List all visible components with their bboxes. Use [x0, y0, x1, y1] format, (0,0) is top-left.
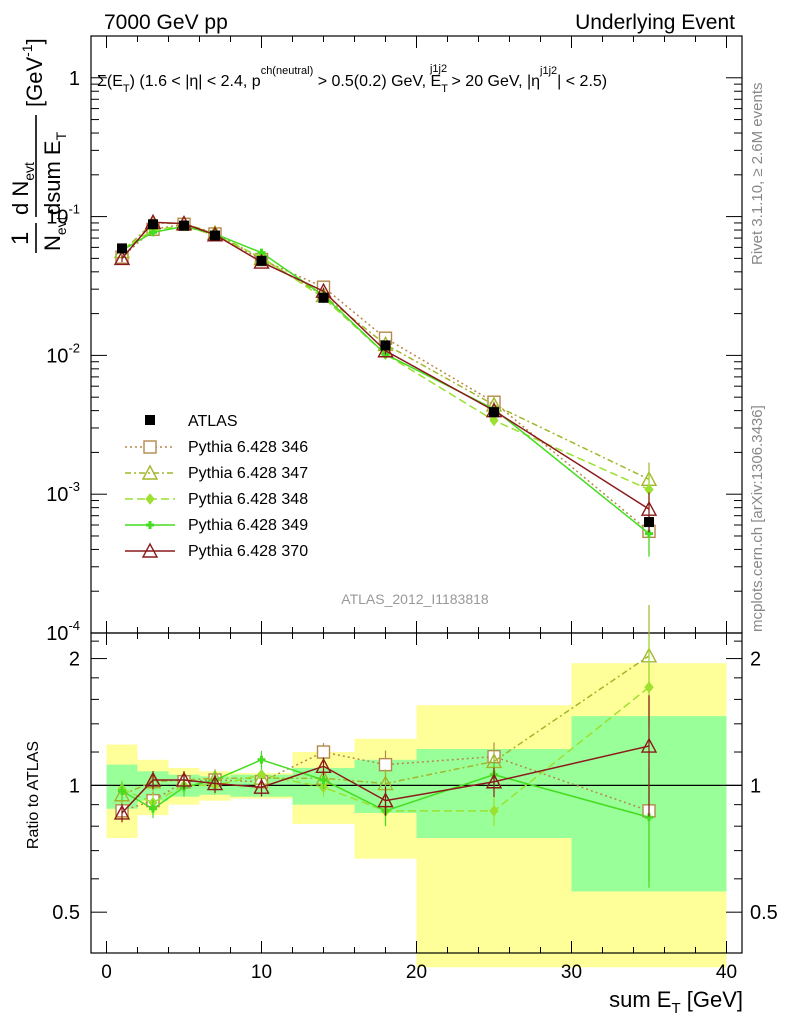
legend-marker [143, 440, 157, 454]
ratio-y-tick-label: 0.5 [52, 902, 80, 924]
ratio-point [378, 757, 393, 772]
rivet-label: Rivet 3.1.10, ≥ 2.6M events [749, 83, 766, 266]
ratio-point [206, 775, 224, 791]
x-tick-label: 30 [561, 962, 582, 983]
series-point [489, 414, 499, 427]
ratio-point [640, 737, 658, 753]
ratio-point [644, 681, 654, 694]
ratio-point [113, 804, 131, 820]
series-point [640, 500, 658, 516]
main-title: Σ(ET) (1.6 < |η| < 2.4, pch(neutral) > 0… [97, 63, 607, 95]
data-point [148, 219, 158, 230]
legend-label: Pythia 6.428 346 [188, 439, 308, 456]
svg-text:d Nevt: d Nevt [8, 162, 37, 215]
legend: ATLAS Pythia 6.428 346 Pythia 6.428 347 Pyt… [125, 413, 308, 560]
y-tick-label: 10-3 [46, 479, 80, 506]
ratio-y-tick-label: 1 [69, 775, 80, 797]
legend-label: Pythia 6.428 349 [188, 517, 308, 534]
y-tick-label: 10-2 [46, 340, 80, 367]
x-axis-label: sum ET [GeV] [609, 987, 743, 1017]
series-point [113, 249, 131, 266]
ratio-y-tick-label-right: 2 [750, 649, 761, 671]
data-point [179, 220, 189, 231]
data-point [117, 243, 127, 254]
main-y-axis-label: 1 Nevt d Nevt dsum ET [GeV-1] [7, 38, 69, 253]
data-point [256, 255, 267, 266]
legend-marker [141, 464, 159, 480]
ratio-point [489, 805, 499, 817]
header-left: 7000 GeV pp [104, 11, 228, 34]
legend-label: Pythia 6.428 348 [188, 491, 308, 508]
legend-label: Pythia 6.428 347 [188, 465, 308, 482]
ratio-point [257, 755, 266, 764]
ratio-point [113, 786, 131, 802]
ratio-point [175, 771, 193, 787]
x-tick-label: 20 [406, 962, 427, 983]
header-right: Underlying Event [575, 11, 735, 34]
ratio-point [485, 773, 503, 789]
svg-text:Nevt: Nevt [40, 216, 69, 251]
ratio-point [144, 771, 162, 787]
series-line [121, 223, 650, 532]
ratio-point [149, 804, 157, 813]
svg-text:dsum ET: dsum ET [40, 131, 69, 215]
ratio-point [253, 778, 270, 794]
ratio-y-tick-label-right: 1 [750, 775, 761, 797]
ratio-y-axis-label: Ratio to ATLAS [25, 741, 42, 849]
legend-marker [141, 542, 159, 558]
x-tick-label: 10 [251, 962, 272, 983]
main-panel: 10-4 10-3 10-2 10-1 1 [46, 35, 743, 645]
data-point [644, 517, 654, 528]
legend-marker [145, 493, 155, 505]
ratio-panel: 0 10 20 30 40 0.5 0.5 1 1 2 2 [52, 605, 778, 983]
ratio-y-tick-label: 2 [69, 649, 80, 671]
ratio-y-tick-label-right: 0.5 [750, 902, 778, 924]
x-tick-label: 40 [716, 962, 737, 983]
legend-marker [146, 521, 154, 529]
legend-label: ATLAS [188, 413, 238, 430]
ratio-point [377, 792, 394, 808]
svg-text:1: 1 [7, 232, 34, 245]
data-point [210, 230, 220, 241]
y-tick-label: 10-1 [46, 202, 80, 229]
x-tick-label: 0 [101, 962, 112, 983]
ratio-point [316, 745, 331, 759]
legend-label: Pythia 6.428 370 [188, 543, 308, 560]
ratio-point [319, 775, 328, 784]
legend-marker-data [145, 415, 155, 425]
ratio-point [118, 786, 126, 795]
analysis-label: ATLAS_2012_I1183818 [341, 591, 489, 607]
ratio-point [315, 757, 332, 773]
data-point [318, 292, 329, 303]
data-point [380, 340, 391, 351]
series-point [149, 228, 157, 237]
series-line [121, 225, 650, 535]
data-point [489, 407, 499, 418]
svg-text:[GeV-1]: [GeV-1] [19, 38, 47, 107]
y-tick-label: 1 [69, 68, 80, 90]
y-tick-label: 10-4 [46, 618, 80, 645]
mcplots-label: mcplots.cern.ch [arXiv:1306.3436] [749, 405, 766, 632]
